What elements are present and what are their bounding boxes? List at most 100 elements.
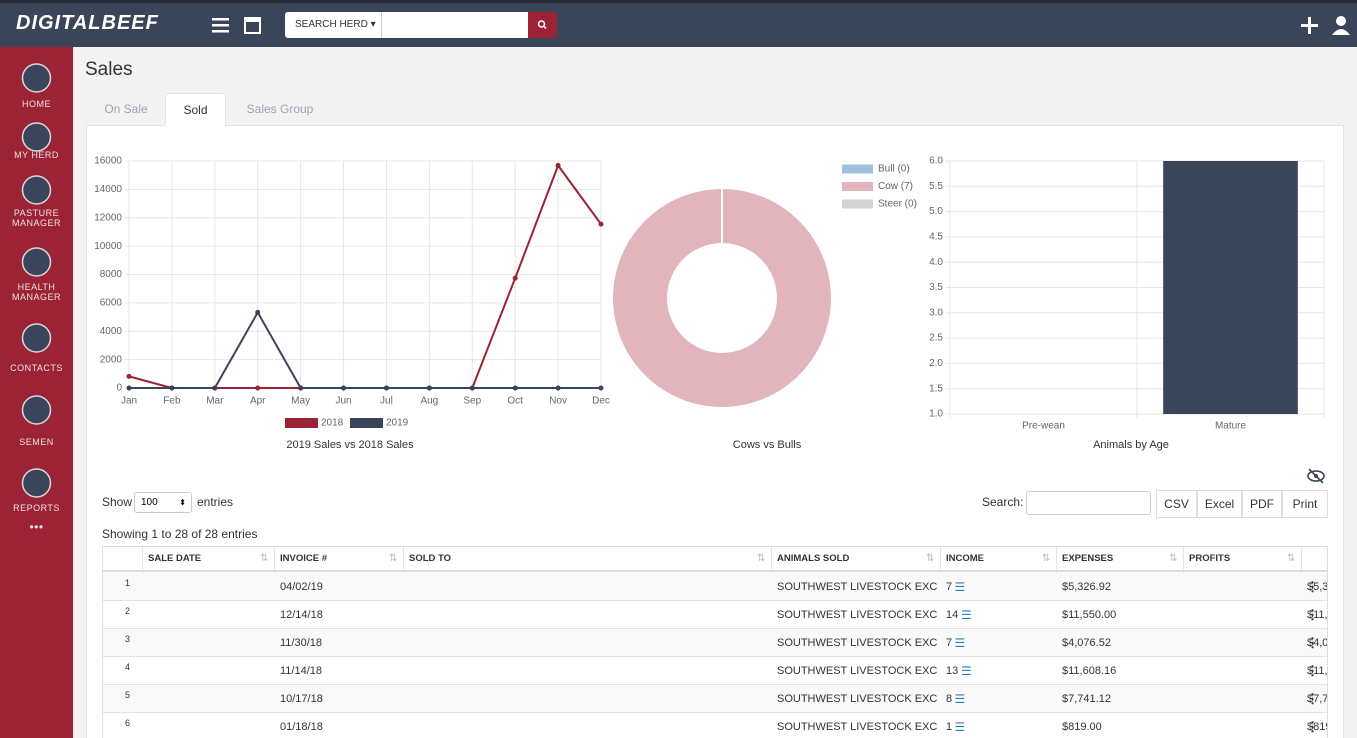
row-menu[interactable]: ⋮ (1306, 635, 1319, 650)
nav-icon[interactable] (0, 242, 73, 282)
legend-label: Steer (0) (878, 199, 917, 210)
page-title: Sales (85, 59, 133, 80)
nav-label[interactable]: HEALTH MANAGER (11, 282, 61, 302)
search-input[interactable] (381, 12, 528, 38)
sort-icon[interactable]: ⇅ (926, 553, 935, 564)
row-menu[interactable]: ⋮ (1306, 719, 1319, 734)
x-tick-label: Mar (206, 396, 224, 407)
nav-icon[interactable] (0, 58, 73, 98)
table-info: Showing 1 to 28 of 28 entries (102, 527, 258, 541)
x-tick-label: Apr (250, 396, 266, 407)
table-cell: $4,076.52 (1062, 637, 1111, 649)
nav-icon[interactable] (0, 390, 73, 430)
table-search-input[interactable] (1026, 491, 1151, 515)
table-cell: $819.00 (1062, 721, 1102, 733)
tab[interactable]: Sales Group (246, 102, 314, 116)
nav-label[interactable]: SEMEN (19, 437, 54, 447)
column-header[interactable]: INVOICE # (280, 553, 327, 564)
table-cell: $11,550.00 (1307, 609, 1327, 621)
table-cell: SOUTHWEST LIVESTOCK EXCHANGE, INC (777, 637, 938, 649)
row-menu[interactable]: ⋮ (1306, 579, 1319, 594)
legend-label: Bull (0) (878, 164, 910, 175)
sort-icon[interactable]: ⇅ (260, 553, 269, 564)
column-header[interactable]: INCOME (946, 553, 984, 564)
toolbar-icons[interactable] (212, 16, 264, 36)
search-dropdown[interactable]: SEARCH HERD ▾ (285, 12, 381, 38)
list-icon[interactable]: ☰ (954, 720, 966, 734)
page-size-value: 100 (141, 497, 158, 508)
nav-label[interactable]: MY HERD (14, 150, 59, 160)
page-size-select[interactable]: 100 ⬍ (134, 492, 192, 513)
nav-icon-shape (21, 395, 52, 425)
logo[interactable]: DIGITALBEEF (16, 12, 159, 34)
table-cell: $11,608.16 (1062, 665, 1117, 677)
list-icon[interactable]: ☰ (954, 580, 966, 594)
column-visibility-icon[interactable] (1306, 467, 1326, 485)
y-tick-label: 3.5 (929, 282, 943, 293)
nav-label[interactable]: REPORTS (13, 503, 60, 513)
series-line (129, 310, 601, 389)
list-icon[interactable]: ☰ (954, 636, 966, 650)
y-tick-label: 12000 (94, 212, 122, 223)
y-tick-label: 10000 (94, 241, 122, 252)
nav-label[interactable]: PASTURE MANAGER (11, 208, 61, 228)
top-right-icons[interactable] (1298, 15, 1353, 37)
nav-icon[interactable] (0, 318, 73, 358)
nav-label[interactable]: CONTACTS (10, 363, 63, 373)
table-cell: $11,608.16 (1307, 665, 1327, 677)
table-cell: 7 (946, 581, 953, 593)
table-cell: 04/02/19 (280, 581, 323, 593)
data-point (383, 385, 389, 391)
export-button[interactable]: PDF (1242, 490, 1282, 518)
data-point (169, 385, 175, 391)
chart-title: Animals by Age (1093, 439, 1169, 451)
sort-icon[interactable]: ⇅ (1042, 553, 1051, 564)
tab[interactable]: Sold (165, 93, 226, 126)
nav-icon[interactable] (0, 463, 73, 503)
sort-icon[interactable]: ⇅ (389, 553, 398, 564)
x-tick-label: Pre-wean (1022, 421, 1065, 432)
nav-icon-shape (21, 247, 52, 277)
list-icon[interactable]: ☰ (961, 664, 972, 678)
row-number: 4 (125, 662, 131, 672)
column-header[interactable]: EXPENSES (1062, 553, 1114, 564)
x-tick-label: Mature (1215, 421, 1247, 432)
x-tick-label: Jun (335, 396, 351, 407)
search-button[interactable] (528, 12, 557, 38)
table-row (103, 573, 1327, 601)
legend-swatch (842, 182, 873, 191)
export-button[interactable]: Print (1282, 490, 1328, 518)
list-icon[interactable]: ☰ (954, 692, 966, 706)
table-row (103, 601, 1327, 629)
sort-icon[interactable]: ⇅ (1287, 553, 1296, 564)
nav-icon[interactable] (0, 170, 73, 210)
export-button[interactable]: CSV (1156, 490, 1197, 518)
chart-title: Cows vs Bulls (733, 439, 802, 451)
table-cell: 8 (946, 693, 953, 705)
export-button[interactable]: Excel (1197, 490, 1242, 518)
nav-label[interactable]: HOME (22, 99, 51, 109)
row-menu[interactable]: ⋮ (1306, 663, 1319, 678)
table-cell: $819.00 (1307, 721, 1327, 733)
search-dropdown-label: SEARCH HERD (295, 19, 368, 30)
nav-icon-shape (21, 323, 52, 353)
nav-more[interactable]: ••• (29, 520, 44, 534)
row-menu[interactable]: ⋮ (1306, 691, 1319, 706)
column-header[interactable]: PROFITS (1189, 553, 1231, 564)
nav-icon[interactable] (0, 117, 73, 157)
sort-icon[interactable]: ⇅ (757, 553, 766, 564)
nav-icon-shape (21, 175, 52, 205)
table-cell: 11/14/18 (280, 665, 323, 677)
y-tick-label: 2.0 (929, 358, 943, 369)
column-header[interactable]: SALE DATE (148, 553, 202, 564)
row-menu[interactable]: ⋮ (1306, 607, 1319, 622)
sales-table: SALE DATE ⇅ INVOICE # ⇅ SOLD TO ⇅ ANIMALS SOLD… (102, 546, 1328, 738)
sort-icon[interactable]: ⇅ (1169, 553, 1178, 564)
column-header[interactable]: SOLD TO (409, 553, 452, 564)
list-icon[interactable]: ☰ (961, 608, 972, 622)
row-number: 2 (125, 606, 131, 616)
column-header[interactable]: ANIMALS SOLD (777, 553, 850, 564)
x-tick-label: Jan (121, 396, 137, 407)
tab[interactable]: On Sale (104, 102, 148, 116)
data-point (512, 275, 518, 281)
